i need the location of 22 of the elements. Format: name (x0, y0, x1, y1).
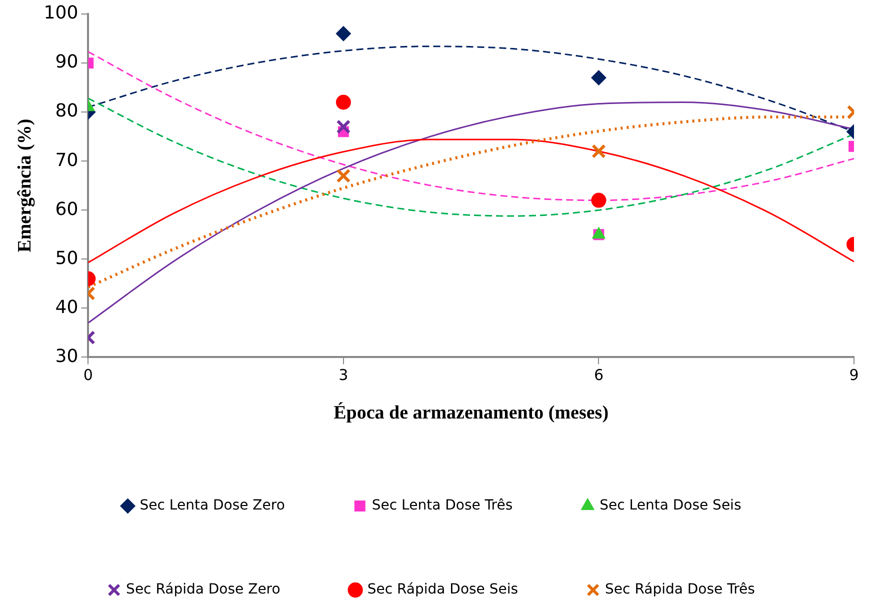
x-tick-label: 0 (83, 366, 93, 384)
legend-label: Sec Rápida Dose Zero (126, 582, 280, 598)
line-series (88, 98, 854, 217)
y-tick-label: 80 (55, 100, 78, 122)
y-tick-label: 100 (44, 2, 78, 24)
x-axis-title: Época de armazenamento (meses) (334, 402, 609, 424)
legend-label: Sec Rápida Dose Três (605, 582, 755, 598)
y-tick-label: 40 (55, 296, 78, 318)
y-tick-label: 60 (55, 198, 78, 220)
y-axis-title: Emergência (%) (14, 118, 36, 252)
x-tick-label: 9 (849, 366, 859, 384)
y-tick-label: 70 (55, 150, 78, 171)
line-series (88, 138, 854, 264)
legend-label: Sec Lenta Dose Três (372, 498, 513, 514)
legend-label: Sec Lenta Dose Seis (600, 498, 742, 514)
y-tick-label: 50 (55, 248, 78, 269)
legend-label: Sec Lenta Dose Zero (140, 498, 285, 514)
y-tick-label: 30 (55, 346, 78, 367)
legend-label: Sec Rápida Dose Seis (367, 582, 518, 598)
x-tick-label: 3 (338, 366, 348, 384)
y-tick-label: 90 (55, 52, 78, 73)
x-tick-label: 6 (594, 366, 604, 384)
